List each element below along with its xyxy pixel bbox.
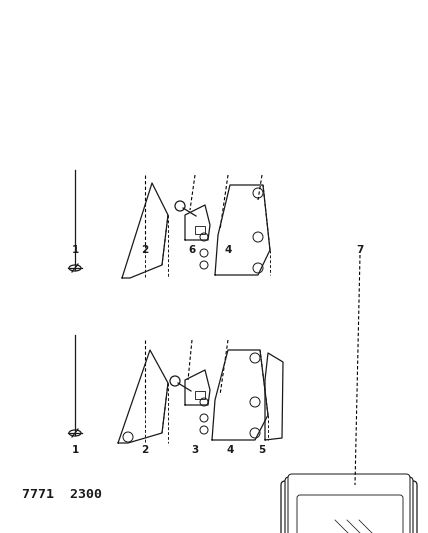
Text: 2: 2 bbox=[141, 245, 149, 255]
Text: 1: 1 bbox=[71, 445, 79, 455]
FancyBboxPatch shape bbox=[288, 474, 410, 533]
Text: 6: 6 bbox=[188, 245, 196, 255]
FancyBboxPatch shape bbox=[281, 481, 417, 533]
Text: 2: 2 bbox=[141, 445, 149, 455]
Text: 7771  2300: 7771 2300 bbox=[22, 488, 102, 501]
Text: 1: 1 bbox=[71, 245, 79, 255]
Text: 5: 5 bbox=[259, 445, 266, 455]
Bar bbox=[195, 391, 205, 399]
Text: 3: 3 bbox=[191, 445, 199, 455]
Bar bbox=[195, 226, 205, 234]
Text: 4: 4 bbox=[224, 245, 232, 255]
FancyBboxPatch shape bbox=[297, 495, 403, 533]
FancyBboxPatch shape bbox=[285, 477, 413, 533]
Text: 7: 7 bbox=[357, 245, 364, 255]
Text: 4: 4 bbox=[226, 445, 234, 455]
